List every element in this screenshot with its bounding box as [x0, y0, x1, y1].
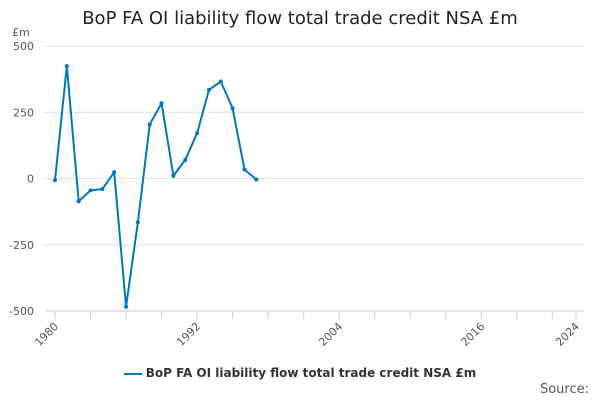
data-point [195, 131, 200, 136]
data-point [76, 199, 81, 204]
data-point [159, 101, 164, 106]
data-point [171, 173, 176, 178]
x-tick-label: 1980 [32, 320, 61, 349]
data-point [218, 79, 223, 84]
legend-label: BoP FA OI liability flow total trade cre… [145, 366, 477, 380]
x-tick-label: 2016 [458, 320, 487, 349]
y-tick-label: -500 [9, 305, 34, 318]
y-tick-label: -250 [9, 239, 34, 252]
chart-title: BoP FA OI liability flow total trade cre… [82, 8, 518, 29]
data-point [53, 178, 57, 183]
data-point [147, 122, 152, 127]
data-point [100, 187, 105, 192]
data-point [230, 106, 235, 111]
data-point [254, 177, 259, 182]
source-label: Source: [539, 382, 589, 397]
x-tick-label: 2024 [553, 320, 582, 349]
data-point [88, 188, 93, 193]
series-line [54, 65, 257, 308]
y-tick-label: 250 [13, 106, 34, 119]
x-tick-label: 1992 [174, 320, 203, 349]
x-tick-label: 2004 [316, 320, 345, 349]
legend-swatch [123, 372, 142, 375]
y-tick-label: 0 [27, 173, 34, 186]
data-point [124, 304, 129, 309]
data-point [112, 170, 117, 175]
data-point [206, 87, 211, 92]
data-point [64, 64, 69, 69]
legend[interactable]: BoP FA OI liability flow total trade cre… [0, 366, 600, 380]
y-axis-label: £m [12, 26, 30, 39]
data-point [135, 220, 140, 225]
data-point [242, 167, 247, 172]
data-point [183, 157, 188, 162]
y-tick-label: 500 [13, 40, 34, 53]
